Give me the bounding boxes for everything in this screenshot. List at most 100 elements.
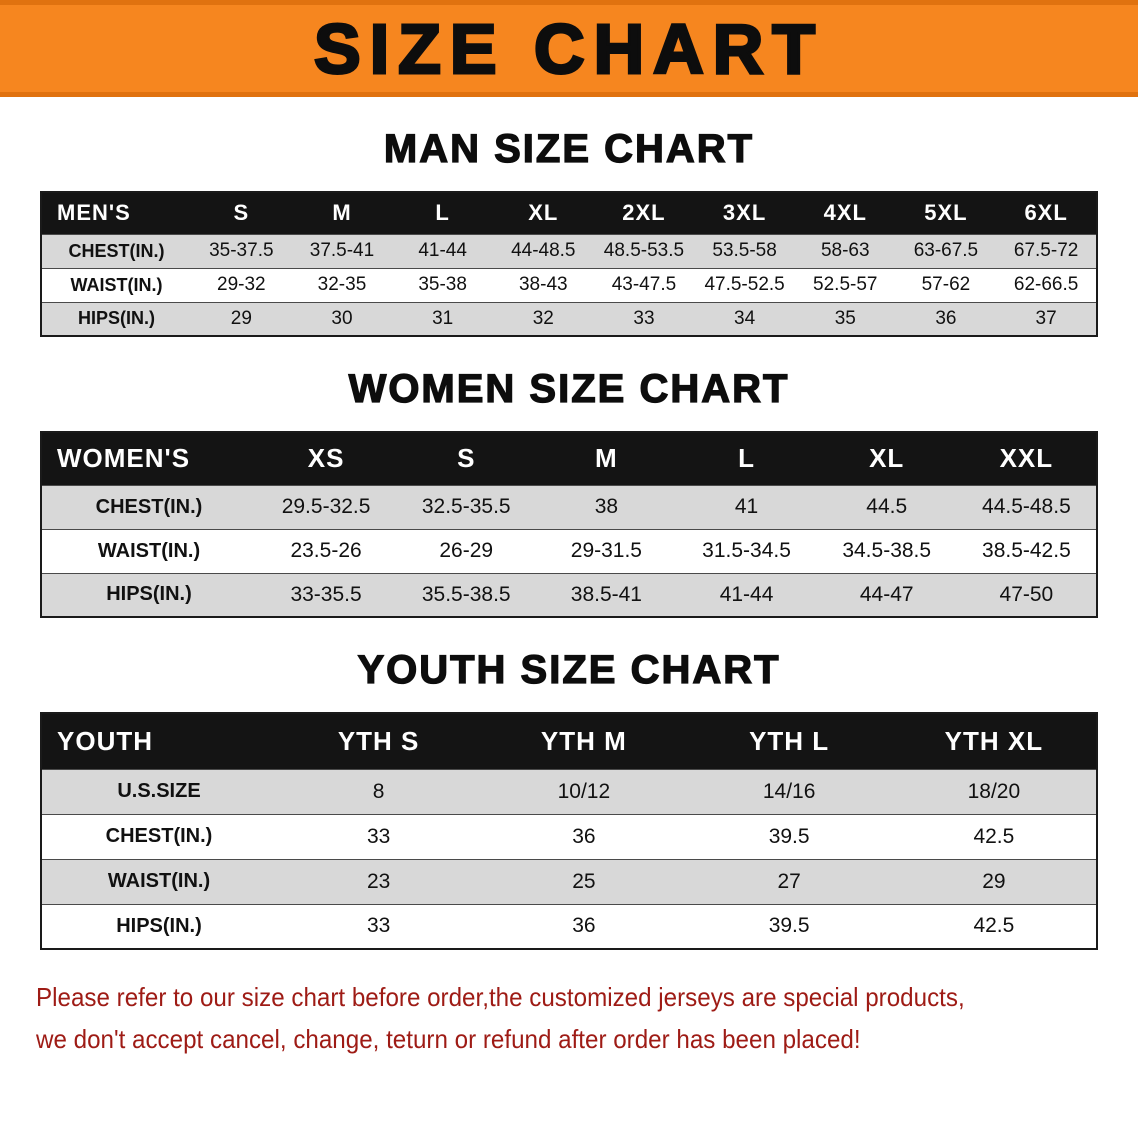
size-value-cell: 37	[1035, 307, 1057, 329]
size-column-header: 5XL	[895, 192, 997, 234]
table-header-row: MEN'S S M L XL 2XL 3XL 4XL 5XL 6XL	[41, 192, 1097, 234]
size-value-cell: 42.5	[973, 914, 1015, 938]
size-value-cell: 35.5-38.5	[421, 582, 511, 606]
disclaimer-text: Please refer to our size chart before or…	[0, 976, 1138, 1074]
size-value-cell: 48.5-53.5	[603, 240, 685, 261]
size-value-cell: 10/12	[557, 779, 611, 803]
size-value-cell: 29.5-32.5	[281, 495, 371, 518]
size-value-cell: 44.5-48.5	[982, 495, 1071, 518]
women-size-table: WOMEN'S XS S M L XL XXL CHEST(IN.) 29.5-32.5 32.5…	[40, 431, 1098, 618]
size-value-cell: 35	[834, 307, 856, 329]
size-value-cell: 30	[331, 307, 353, 329]
size-value-cell: 33	[366, 824, 391, 848]
size-value-cell: 33-35.5	[290, 582, 362, 606]
size-value-cell: 25	[572, 869, 596, 893]
size-value-cell: 31.5-34.5	[702, 539, 791, 562]
size-value-cell: 44.5	[866, 495, 908, 518]
size-column-header: 6XL	[996, 192, 1097, 234]
size-value-cell: 23	[366, 869, 391, 893]
size-value-cell: 14/16	[762, 779, 816, 803]
size-column-header: XL	[492, 192, 594, 234]
size-value-cell: 29	[982, 869, 1006, 893]
table-title-cell: MEN'S	[41, 192, 191, 234]
row-label-cell: CHEST(IN.)	[68, 240, 165, 261]
row-label-cell: HIPS(IN.)	[116, 914, 202, 937]
size-column-header: YTH XL	[891, 713, 1097, 769]
size-value-cell: 39.5	[768, 914, 810, 938]
size-column-header: L	[392, 192, 493, 234]
size-column-header: YTH L	[686, 713, 892, 769]
size-value-cell: 33	[633, 307, 655, 329]
row-label-cell: HIPS(IN.)	[106, 583, 192, 606]
youth-size-chart-heading: YOUTH SIZE CHART	[357, 647, 781, 692]
size-column-header: L	[676, 432, 817, 485]
size-value-cell: 44-48.5	[511, 240, 576, 261]
men-size-table: MEN'S S M L XL 2XL 3XL 4XL 5XL 6XL CHEST(IN.) 35-37…	[40, 191, 1098, 337]
size-column-header: 4XL	[794, 192, 896, 234]
size-value-cell: 58-63	[820, 240, 870, 261]
size-value-cell: 36	[572, 914, 596, 938]
table-title-cell: WOMEN'S	[41, 432, 256, 485]
measurement-row: WAIST(IN.) 29-32 32-35 35-38 38-43 43-47.5 47.…	[41, 268, 1097, 302]
size-value-cell: 47.5-52.5	[704, 274, 785, 295]
size-value-cell: 44-47	[859, 582, 914, 606]
row-label-cell: HIPS(IN.)	[77, 308, 155, 329]
size-value-cell: 38-43	[518, 274, 568, 295]
size-value-cell: 41-44	[418, 240, 467, 261]
size-value-cell: 32-35	[317, 274, 367, 295]
men-size-chart-heading: MAN SIZE CHART	[383, 126, 755, 171]
size-value-cell: 42.5	[973, 824, 1015, 848]
size-value-cell: 36	[935, 307, 957, 329]
table-header-row: WOMEN'S XS S M L XL XXL	[41, 432, 1097, 485]
size-value-cell: 43-47.5	[611, 274, 677, 295]
measurement-row: WAIST(IN.) 23.5-26 26-29 29-31.5 31.5-34.5 34…	[41, 529, 1097, 573]
size-value-cell: 62-66.5	[1013, 274, 1079, 295]
section-women: WOMEN SIZE CHART WOMEN'S XS S M L XL XXL CHEST(…	[0, 366, 1138, 618]
size-column-header: S	[396, 432, 537, 485]
size-column-header: XS	[256, 432, 397, 485]
measurement-row: CHEST(IN.) 33 36 39.5 42.5	[41, 814, 1097, 859]
row-label-cell: U.S.SIZE	[117, 780, 201, 802]
row-label-cell: CHEST(IN.)	[105, 825, 213, 847]
size-value-cell: 35-37.5	[209, 240, 274, 261]
size-value-cell: 41	[734, 495, 759, 518]
size-value-cell: 38.5-42.5	[982, 539, 1071, 562]
size-value-cell: 53.5-58	[712, 240, 777, 261]
size-value-cell: 27	[777, 869, 801, 893]
disclaimer-line-1: Please refer to our size chart before or…	[36, 982, 965, 1012]
size-value-cell: 34	[734, 307, 756, 329]
measurement-row: HIPS(IN.) 33 36 39.5 42.5	[41, 904, 1097, 949]
section-youth: YOUTH SIZE CHART YOUTH YTH S YTH M YTH L YTH…	[0, 647, 1138, 950]
size-value-cell: 52.5-57	[813, 274, 878, 295]
size-column-header: XL	[816, 432, 957, 485]
women-size-chart-heading: WOMEN SIZE CHART	[348, 366, 790, 411]
size-value-cell: 41-44	[719, 582, 774, 606]
size-value-cell: 23.5-26	[290, 539, 362, 562]
size-column-header: XXL	[956, 432, 1097, 485]
table-title-cell: YOUTH	[41, 713, 276, 769]
size-value-cell: 34.5-38.5	[842, 539, 932, 562]
size-value-cell: 33	[366, 914, 391, 938]
size-column-header: YTH S	[276, 713, 482, 769]
size-column-header: 2XL	[593, 192, 695, 234]
size-column-header: M	[536, 432, 677, 485]
disclaimer-line-2: we don't accept cancel, change, teturn o…	[36, 1024, 861, 1054]
size-value-cell: 37.5-41	[309, 240, 375, 261]
row-label-cell: CHEST(IN.)	[95, 495, 203, 518]
measurement-row: CHEST(IN.) 29.5-32.5 32.5-35.5 38 41 44.5 44.5…	[41, 485, 1097, 529]
size-value-cell: 26-29	[439, 539, 494, 562]
size-value-cell: 36	[572, 824, 596, 848]
size-value-cell: 29	[230, 307, 252, 329]
size-column-header: YTH M	[481, 713, 687, 769]
measurement-row: WAIST(IN.) 23 25 27 29	[41, 859, 1097, 904]
size-value-cell: 63-67.5	[913, 240, 979, 261]
size-column-header: M	[291, 192, 393, 234]
table-header-row: YOUTH YTH S YTH M YTH L YTH XL	[41, 713, 1097, 769]
size-value-cell: 18/20	[967, 779, 1021, 803]
section-men: MAN SIZE CHART MEN'S S M L XL 2XL 3XL 4XL 5XL 6XL…	[0, 126, 1138, 337]
row-label-cell: WAIST(IN.)	[107, 870, 211, 892]
measurement-row: CHEST(IN.) 35-37.5 37.5-41 41-44 44-48.5 48.5…	[41, 234, 1097, 268]
size-value-cell: 35-38	[418, 274, 467, 295]
size-column-header: 3XL	[694, 192, 795, 234]
